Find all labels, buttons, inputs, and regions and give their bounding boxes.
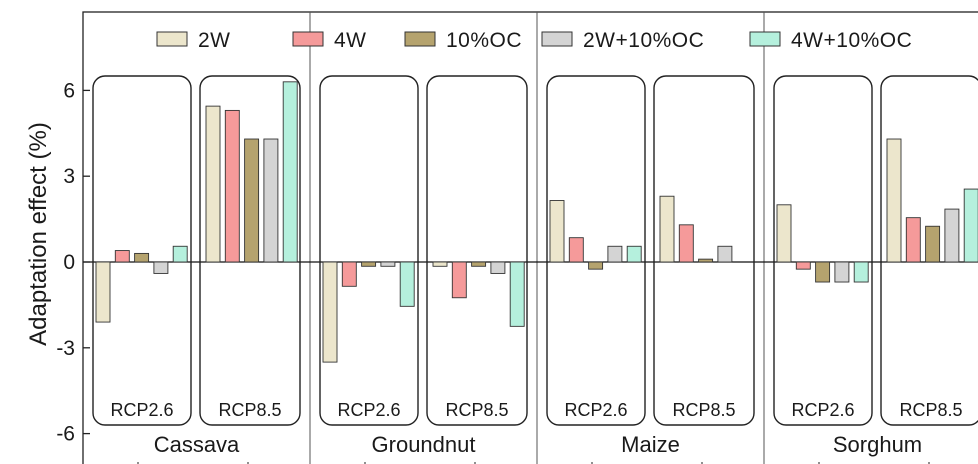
scenario-box: [546, 75, 646, 426]
bar-groundnut-rcp26-1: [341, 261, 357, 287]
bar-maize-rcp26-2: [588, 261, 604, 270]
bar-cassava-rcp85-4: [282, 81, 298, 263]
bar-maize-rcp85-1: [678, 224, 694, 263]
bar-maize-rcp85-2: [698, 258, 714, 263]
legend-label: 10%OC: [446, 29, 522, 52]
bar-cassava-rcp85-1: [224, 109, 240, 263]
scenario-label: RCP8.5: [672, 400, 735, 420]
bar-groundnut-rcp85-1: [451, 261, 467, 299]
scenario-label: RCP8.5: [218, 400, 281, 420]
bar-sorghum-rcp26-4: [853, 261, 869, 283]
bar-sorghum-rcp26-2: [815, 261, 831, 283]
bar-maize-rcp85-3: [717, 245, 733, 263]
scenario-box: [880, 75, 978, 426]
scenario-label: RCP2.6: [110, 400, 173, 420]
scenario-box: [426, 75, 528, 426]
legend-label: 2W+10%OC: [583, 29, 704, 52]
bar-maize-rcp85-0: [659, 195, 675, 263]
legend-label: 2W: [198, 29, 231, 52]
scenario-label: RCP8.5: [445, 400, 508, 420]
bar-maize-rcp26-4: [626, 245, 642, 263]
bar-groundnut-rcp85-0: [432, 261, 448, 267]
y-tick-label: -3: [56, 337, 75, 360]
scenario-label: RCP2.6: [337, 400, 400, 420]
bar-maize-rcp26-3: [607, 245, 623, 263]
bar-groundnut-rcp26-2: [361, 261, 377, 267]
crop-label: Groundnut: [372, 432, 476, 457]
legend-label: 4W+10%OC: [791, 29, 912, 52]
bar-cassava-rcp85-2: [244, 138, 260, 263]
bar-cassava-rcp85-3: [263, 138, 279, 263]
bar-sorghum-rcp85-3: [944, 208, 960, 263]
crop-labels: Cassava Groundnut Maize Sorghum: [154, 432, 922, 457]
bar-groundnut-rcp26-0: [322, 261, 338, 363]
bar-sorghum-rcp26-0: [776, 204, 792, 263]
y-tick-label: 0: [63, 251, 75, 274]
legend: 2W 4W 10%OC 2W+10%OC 4W+10%OC: [156, 29, 912, 52]
scenario-box: [773, 75, 873, 426]
scenario-label: RCP2.6: [564, 400, 627, 420]
bar-cassava-rcp26-3: [153, 261, 169, 274]
scenario-label: RCP8.5: [899, 400, 962, 420]
y-axis: -6 -3 0 3 6: [56, 79, 930, 464]
bar-cassava-rcp85-0: [205, 105, 221, 263]
scenario-box: [653, 75, 755, 426]
legend-label: 4W: [334, 29, 367, 52]
crop-label: Sorghum: [833, 432, 922, 457]
scenario-boxes: RCP2.6 RCP8.5 RCP2.6 RCP8.5 RCP2.6 RCP8.5 RCP2…: [92, 75, 978, 426]
bar-maize-rcp26-0: [549, 200, 565, 263]
bars: [95, 81, 978, 363]
scenario-box: [319, 75, 419, 426]
legend-swatch: [749, 31, 781, 47]
legend-swatch: [292, 31, 324, 47]
bar-sorghum-rcp85-0: [886, 138, 902, 263]
bar-sorghum-rcp85-4: [963, 188, 978, 263]
scenario-box: [92, 75, 192, 426]
crop-label: Maize: [621, 432, 680, 457]
bar-cassava-rcp26-1: [114, 250, 130, 263]
y-tick-label: 6: [63, 79, 75, 102]
scenario-box: [199, 75, 301, 426]
bar-cassava-rcp26-2: [134, 252, 150, 263]
bar-groundnut-rcp85-4: [509, 261, 525, 327]
panel-dividers: [309, 12, 765, 464]
bar-groundnut-rcp85-3: [490, 261, 506, 274]
legend-swatch: [541, 31, 573, 47]
bar-sorghum-rcp26-1: [795, 261, 811, 270]
bar-sorghum-rcp26-3: [834, 261, 850, 283]
bar-groundnut-rcp26-4: [399, 261, 415, 307]
legend-swatch: [404, 31, 436, 47]
crop-label: Cassava: [154, 432, 240, 457]
y-axis-title: Adaptation effect (%): [25, 122, 52, 346]
bar-cassava-rcp26-4: [172, 245, 188, 263]
y-tick-label: 3: [63, 165, 75, 188]
scenario-label: RCP2.6: [791, 400, 854, 420]
y-tick-label: -6: [56, 423, 75, 446]
bar-groundnut-rcp26-3: [380, 261, 396, 267]
bar-sorghum-rcp85-2: [925, 225, 941, 263]
bar-maize-rcp26-1: [568, 237, 584, 263]
legend-swatch: [156, 31, 188, 47]
bar-cassava-rcp26-0: [95, 261, 111, 323]
bar-sorghum-rcp85-1: [905, 217, 921, 263]
bar-groundnut-rcp85-2: [471, 261, 487, 267]
